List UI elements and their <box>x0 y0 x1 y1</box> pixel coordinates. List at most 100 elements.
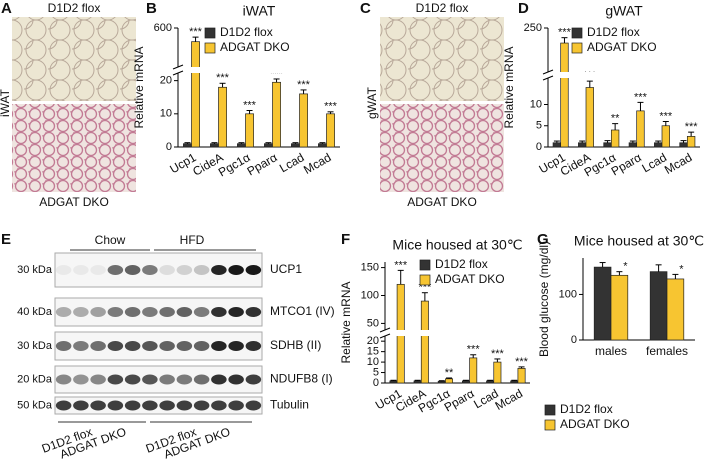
panel-label: A <box>1 0 12 17</box>
y-axis-label: Relative mRNA <box>502 46 516 128</box>
marker-label: 50 kDa <box>17 399 53 411</box>
bar <box>661 125 670 148</box>
axis-break <box>379 330 530 336</box>
bar <box>389 380 398 384</box>
bar <box>666 278 685 341</box>
x-tick-label: Pparα <box>245 150 280 178</box>
bar <box>264 143 273 148</box>
blot-band <box>55 374 72 385</box>
bar <box>585 87 594 148</box>
protein-label: UCP1 <box>270 262 302 276</box>
blot-band <box>90 265 106 275</box>
axis-break-mark <box>542 69 554 75</box>
bar <box>469 357 478 384</box>
bar <box>326 113 335 148</box>
blot-band <box>142 400 158 411</box>
blot-band <box>159 400 175 411</box>
axis-break-mark <box>542 75 554 81</box>
image-label: D1D2 flox <box>416 1 469 15</box>
legend-swatch <box>571 42 583 54</box>
protein-label: NDUFB8 (I) <box>270 372 333 386</box>
significance: *** <box>216 72 230 84</box>
blot-strip <box>54 365 263 394</box>
y-axis-label: Relative mRNA <box>132 46 146 128</box>
blot-band <box>90 400 106 411</box>
blot-band <box>142 265 158 275</box>
chart-title: Mice housed at 30℃ <box>574 233 704 249</box>
protein-label: MTCO1 (IV) <box>270 304 335 318</box>
blot-band <box>124 374 141 385</box>
blot-strip <box>54 331 263 361</box>
group-label: Chow <box>95 233 126 247</box>
bar <box>445 378 454 384</box>
y-tick-label: 20 <box>367 335 379 347</box>
blot-band <box>176 307 193 317</box>
bar <box>517 368 526 384</box>
bar <box>191 41 200 148</box>
significance: *** <box>394 259 408 271</box>
y-axis-label: Blood glucose (mg/dl) <box>537 241 551 357</box>
bar <box>420 300 429 384</box>
blot-band <box>142 307 158 317</box>
blot-band <box>73 341 89 351</box>
legend-swatch <box>544 404 556 416</box>
histology-image <box>380 17 504 101</box>
axis-break <box>172 67 340 73</box>
legend-swatch <box>419 259 431 271</box>
y-tick-label: 0 <box>373 377 379 389</box>
blot-band <box>73 307 89 317</box>
blot-strip <box>54 396 263 415</box>
blot-band <box>211 400 227 411</box>
blot-band <box>142 374 158 385</box>
marker-label: 20 kDa <box>17 373 53 385</box>
blot-strip <box>54 297 263 327</box>
image-label: ADGAT DKO <box>407 195 477 209</box>
y-tick-label: 10 <box>530 98 542 110</box>
blot-band <box>73 400 89 411</box>
axis-break-mark <box>172 64 184 70</box>
legend-label: D1D2 flox <box>435 257 488 271</box>
blot-band <box>159 341 175 351</box>
chart-title: Mice housed at 30℃ <box>392 237 522 253</box>
chart-title: iWAT <box>243 3 276 19</box>
panel-label: G <box>537 231 549 248</box>
y-tick-label: 150 <box>361 261 379 273</box>
blot-band <box>176 341 193 351</box>
legend-label: ADGAT DKO <box>587 40 657 54</box>
blot-band <box>107 374 124 385</box>
blot-band <box>176 400 193 411</box>
bar <box>413 380 422 384</box>
significance: ** <box>445 367 454 379</box>
y-axis-label: Relative mRNA <box>339 281 353 363</box>
significance: ** <box>611 113 620 125</box>
axis-break-mark <box>379 333 391 339</box>
significance: *** <box>634 91 648 103</box>
x-tick-label: Lcad <box>277 150 307 175</box>
bar <box>461 380 470 384</box>
bar <box>679 142 688 148</box>
bar <box>593 266 612 341</box>
x-tick-label: Mcad <box>662 150 694 177</box>
blot-band <box>124 265 141 275</box>
y-tick-label: 600 <box>154 22 172 34</box>
blot-band <box>193 374 210 385</box>
significance: *** <box>189 26 203 38</box>
group-label: HFD <box>180 233 205 247</box>
x-tick-label: Mcad <box>493 386 525 413</box>
y-tick-label: 0 <box>571 334 577 346</box>
x-tick-label: females <box>646 344 688 358</box>
x-tick-label: Mcad <box>301 150 333 177</box>
bar <box>183 143 192 148</box>
legend-swatch <box>204 27 216 39</box>
significance: *** <box>685 121 699 133</box>
legend-label: ADGAT DKO <box>435 272 505 286</box>
bar <box>486 380 495 384</box>
blot-band <box>245 265 262 275</box>
blot-band <box>176 265 193 275</box>
blot-band <box>159 374 175 385</box>
blot-band <box>90 341 106 351</box>
panel-label: C <box>360 0 371 17</box>
blot-band <box>73 265 89 275</box>
significance: *** <box>324 101 338 113</box>
